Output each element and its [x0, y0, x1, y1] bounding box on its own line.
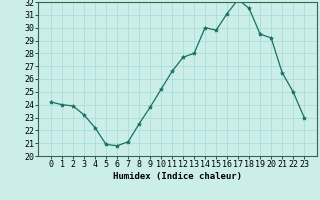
X-axis label: Humidex (Indice chaleur): Humidex (Indice chaleur)	[113, 172, 242, 181]
